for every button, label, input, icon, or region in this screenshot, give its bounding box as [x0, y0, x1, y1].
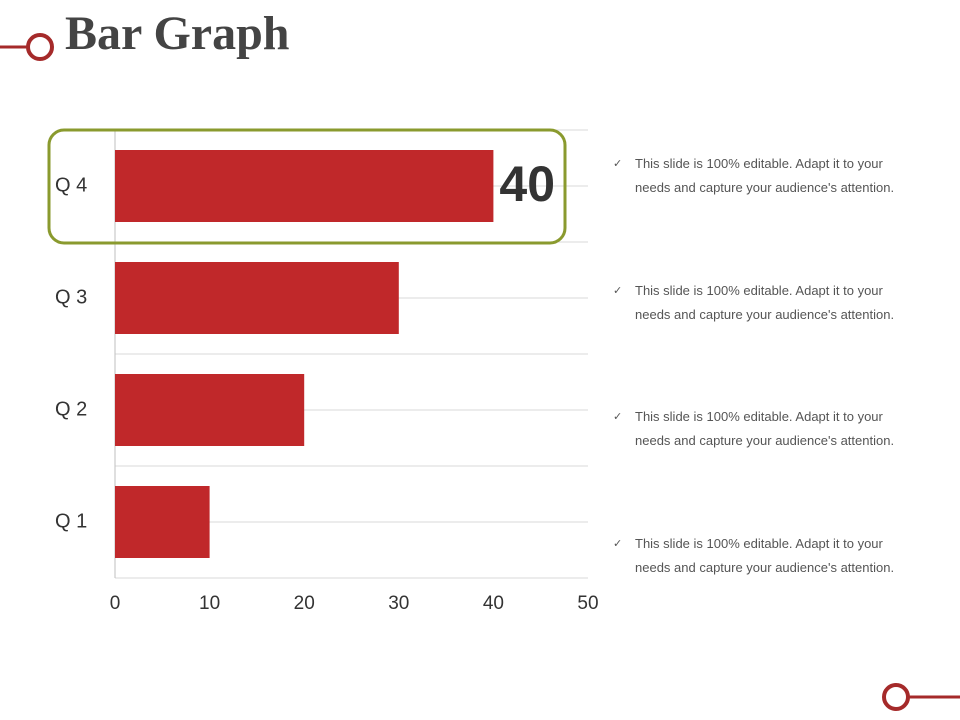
chart-title: Bar Graph: [65, 7, 289, 60]
check-icon: ✓: [613, 158, 623, 170]
note: ✓ This slide is 100% editable. Adapt it t…: [613, 279, 903, 327]
bar: [115, 150, 494, 222]
decor-circle: [882, 683, 910, 711]
bar: [115, 374, 305, 446]
x-tick-label: 10: [199, 593, 220, 614]
note-text: This slide is 100% editable. Adapt it to…: [635, 535, 895, 575]
x-tick-label: 40: [483, 593, 504, 614]
check-icon: ✓: [613, 537, 623, 550]
note-text: This slide is 100% editable. Adapt it to…: [635, 282, 895, 322]
x-tick-label: 0: [110, 593, 121, 614]
y-tick-label: Q 2: [55, 398, 87, 420]
note: ✓ This slide is 100% editable. Adapt it t…: [613, 405, 903, 453]
y-tick-label: Q 3: [55, 286, 87, 308]
decor-circle: [26, 33, 54, 61]
x-tick-label: 50: [577, 593, 598, 614]
note: ✓ This slide is 100% editable. Adapt it t…: [613, 152, 903, 200]
x-tick-label: 30: [388, 593, 409, 614]
highlight-box: [47, 128, 567, 245]
bar: [115, 262, 399, 334]
check-icon: ✓: [613, 411, 623, 423]
note-text: This slide is 100% editable. Adapt it to…: [635, 409, 895, 448]
x-tick-label: 20: [294, 593, 315, 614]
bar: [115, 486, 210, 558]
note-text: This slide is 100% editable. Adapt it to…: [635, 156, 895, 195]
y-tick-label: Q 4: [55, 174, 87, 196]
check-icon: ✓: [613, 284, 623, 297]
note: ✓ This slide is 100% editable. Adapt it t…: [613, 532, 903, 580]
y-tick-label: Q 1: [55, 510, 87, 532]
data-label: 40: [499, 156, 555, 212]
